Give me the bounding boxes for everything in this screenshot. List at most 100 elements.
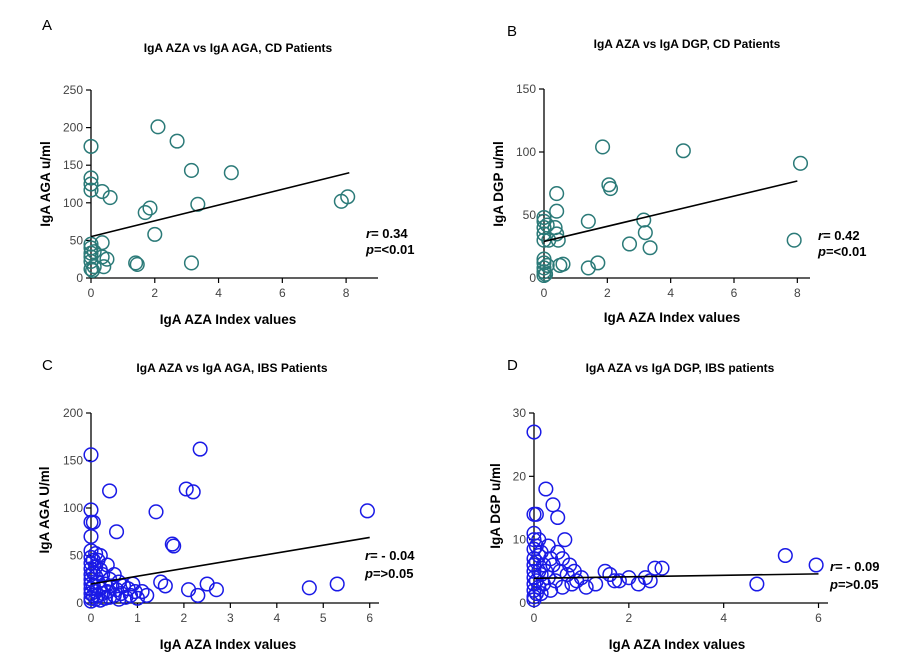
panel-a-r-stat: r= 0.34 (366, 226, 408, 241)
panel-a-data-point (190, 196, 206, 212)
panel-c-x-tick-label: 3 (227, 611, 234, 625)
panel-c-data-point (190, 587, 206, 603)
panel-d-plot: 0 10 20 30 0 2 4 6 (513, 406, 828, 625)
panel-c-y-tick-label: 100 (63, 501, 83, 515)
panel-c-data-point (83, 447, 99, 463)
panel-a-data-point (128, 255, 144, 271)
panel-a-y-tick-label: 50 (70, 233, 84, 247)
panel-d-data-point (528, 585, 544, 602)
panel-c-data-point (139, 587, 155, 603)
panel-a-regression-line (90, 171, 350, 238)
panel-a-x-tick-label: 4 (215, 286, 222, 300)
panel-a-y-tick-label: 150 (63, 158, 83, 172)
panel-d-data-point (550, 509, 566, 526)
panel-a-title: IgA AZA vs IgA AGA, CD Patients (144, 41, 333, 55)
panel-d-data-point (611, 573, 627, 589)
panel-b-data-point (636, 212, 652, 228)
panel-c-x-tick-label: 2 (181, 611, 188, 625)
panel-a-y-tick-label: 0 (76, 271, 83, 285)
panel-b-data-point (538, 266, 554, 282)
panel-c-title: IgA AZA vs IgA AGA, IBS Patients (136, 361, 327, 375)
panel-b-x-label: IgA AZA Index values (604, 310, 741, 325)
panel-b-data-point (536, 209, 552, 226)
panel-b-p-symbol: p (817, 244, 826, 259)
panel-c-data-point (166, 538, 182, 554)
panel-b: B IgA AZA vs IgA DGP, CD Patients IgA AZ… (491, 23, 866, 325)
panel-d-p-symbol: p (829, 577, 838, 592)
panel-d-r-symbol: r (830, 559, 836, 574)
panel-c-data-point (192, 441, 208, 457)
panel-d-data-point (597, 563, 613, 579)
panel-a-letter: A (42, 17, 52, 34)
panel-c-data-point (83, 549, 99, 565)
panel-c-x-tick-label: 5 (320, 611, 327, 625)
panel-c-data-point (108, 524, 125, 540)
panel-d-data-point (526, 424, 542, 440)
panel-c-x-tick-label: 1 (134, 611, 141, 625)
panel-b-data-point (675, 143, 691, 159)
panel-c-x-label: IgA AZA Index values (160, 637, 297, 652)
panel-a-data-point (183, 255, 199, 271)
panel-c-regression-line (90, 536, 370, 585)
panel-d-y-label: IgA DGP u/ml (488, 463, 503, 549)
panel-a-x-tick-label: 8 (343, 286, 350, 300)
panel-c: C IgA AZA vs IgA AGA, IBS Patients IgA A… (37, 357, 415, 652)
panel-d-letter: D (507, 357, 518, 374)
panel-c-data-point (185, 484, 201, 500)
panel-d-data-point (545, 497, 561, 513)
panel-a-p-stat: p=<0.01 (365, 242, 414, 257)
panel-c-y-tick-label: 150 (63, 454, 83, 468)
panel-b-y-tick-label: 50 (523, 208, 537, 222)
panel-c-data-point (301, 580, 317, 596)
panel-c-y-tick-label: 50 (70, 549, 84, 563)
panel-c-data-point (108, 582, 125, 598)
panel-c-x-tick-label: 4 (273, 611, 280, 625)
panel-c-data-point (104, 578, 120, 594)
panel-c-data-point (120, 581, 136, 597)
panel-b-data-point (580, 213, 596, 229)
panel-d-x-tick-label: 0 (531, 611, 538, 625)
panel-b-x-tick-label: 2 (604, 286, 611, 300)
panel-d-data-point (533, 566, 549, 583)
panel-b-letter: B (507, 23, 517, 40)
panel-d: D IgA AZA vs IgA DGP, IBS patients IgA A… (488, 357, 880, 652)
panel-c-p-stat: p=>0.05 (364, 566, 413, 581)
panel-c-y-tick-label: 0 (76, 596, 83, 610)
panel-b-r-symbol: r (818, 228, 824, 243)
panel-b-r-value: = 0.42 (823, 228, 860, 243)
panel-b-data-point (580, 260, 596, 276)
panel-d-data-point (749, 576, 765, 592)
panel-d-x-label: IgA AZA Index values (609, 637, 746, 652)
panel-b-title: IgA AZA vs IgA DGP, CD Patients (594, 37, 781, 51)
panel-a-data-point (142, 200, 158, 216)
panel-a-data-point (83, 182, 99, 198)
panel-c-x-tick-label: 0 (88, 611, 95, 625)
panel-d-data-point (528, 506, 544, 522)
panel-d-r-stat: r= - 0.09 (830, 559, 880, 574)
panel-b-data-point (786, 232, 802, 248)
panel-b-regression-line (543, 180, 798, 243)
panel-c-r-symbol: r (365, 548, 371, 563)
panel-a-data-point (83, 176, 99, 192)
panel-b-r-stat: r= 0.42 (818, 228, 860, 243)
panel-d-data-point (808, 557, 824, 573)
panel-a-data-point (83, 138, 99, 154)
panel-b-data-point (792, 155, 809, 171)
panel-a-data-point (86, 244, 102, 260)
panel-b-plot: 0 50 100 150 0 2 4 6 8 (516, 82, 810, 300)
panel-a-y-tick-label: 250 (63, 83, 83, 97)
panel-a: A IgA AZA vs IgA AGA, CD Patients IgA AZ… (38, 17, 414, 327)
panel-b-data-point (621, 236, 638, 252)
panel-a-data-point (96, 259, 112, 275)
panel-b-data-point (536, 213, 552, 229)
panel-a-data-point (99, 251, 115, 267)
panel-d-r-value: = - 0.09 (835, 559, 879, 574)
panel-c-p-symbol: p (364, 566, 373, 581)
panel-c-data-point (106, 566, 122, 583)
panel-a-data-point (223, 165, 239, 181)
panel-a-data-point (86, 259, 102, 275)
panel-c-data-point (85, 514, 101, 530)
panel-d-data-point (607, 573, 623, 589)
panel-b-y-tick-label: 0 (529, 271, 536, 285)
